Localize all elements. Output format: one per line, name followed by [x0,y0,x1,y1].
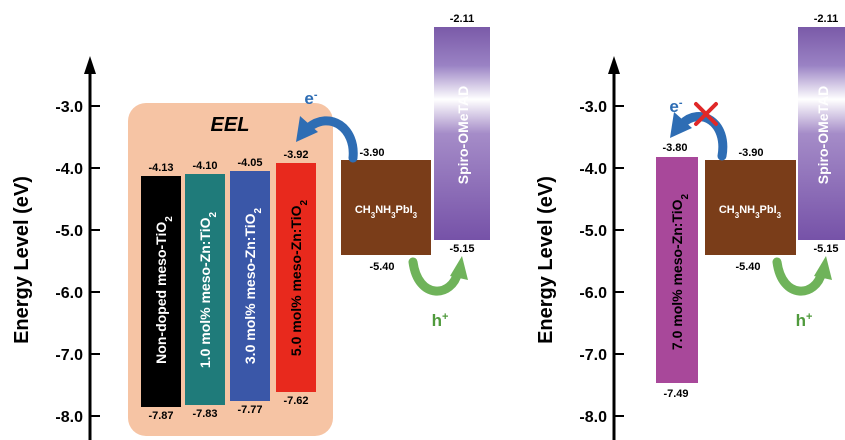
layer-bar-7mol [656,157,698,383]
perovskite-bar [705,160,796,255]
layer-label-5mol: 5.0 mol% meso-Zn:TiO2 [288,199,310,356]
right-axis-arrowhead [608,56,620,74]
layer-bottom-value: -7.49 [663,388,688,400]
perovskite-top-value: -3.90 [359,147,384,159]
spiro-bar [434,27,490,240]
blocked-x-mark [694,102,718,126]
tick-label: -8.0 [579,409,607,426]
layer-bottom-value: -7.87 [148,410,173,422]
layer-bar-5mol [276,163,316,392]
tick-label: -5.0 [55,223,83,240]
layer-label-1mol: 1.0 mol% meso-Zn:TiO2 [197,211,219,368]
hole-label: h+ [796,311,813,330]
spiro-bottom-value: -5.15 [813,243,838,255]
perovskite-label: CH3NH3PbI3 [719,204,782,220]
tick-label: -6.0 [579,285,607,302]
layer-top-value: -4.13 [148,162,173,174]
layer-top-value: -4.05 [237,157,262,169]
layer-top-value: -3.80 [662,142,687,154]
perovskite-bar [341,160,431,255]
perovskite-bottom-value: -5.40 [735,261,760,273]
spiro-label: Spiro-OMeTAD [815,86,831,185]
tick-label: -4.0 [55,161,83,178]
tick-label: -5.0 [579,223,607,240]
right-y-axis: -3.0 -4.0 -5.0 -6.0 -7.0 -8.0 Energy Lev… [535,56,624,440]
hole-transfer-arrow [408,256,468,296]
spiro-bottom-value: -5.15 [449,243,474,255]
layer-top-value: -3.92 [283,149,308,161]
tick-label: -3.0 [55,99,83,116]
layer-label-7mol: 7.0 mol% meso-Zn:TiO2 [669,193,691,350]
spiro-bar [798,27,845,240]
tick-label: -6.0 [55,285,83,302]
right-panel: -3.0 -4.0 -5.0 -6.0 -7.0 -8.0 Energy Lev… [535,13,845,440]
layer-bar-3mol [230,171,270,401]
tick-label: -7.0 [579,347,607,364]
y-axis-title: Energy Level (eV) [535,176,557,344]
electron-label: e- [669,97,682,116]
perovskite-bottom-value: -5.40 [369,261,394,273]
electron-transfer-arrow [296,116,358,163]
left-y-axis: -3.0 -4.0 -5.0 -6.0 -7.0 -8.0 Energy Lev… [11,56,100,440]
perovskite-label: CH3NH3PbI3 [355,204,418,220]
left-panel: -3.0 -4.0 -5.0 -6.0 -7.0 -8.0 Energy Lev… [11,13,490,440]
layer-label-non-doped: Non-doped meso-TiO2 [153,216,175,364]
right-tick-marks [614,105,624,417]
layer-bottom-value: -7.77 [237,404,262,416]
layer-bottom-value: -7.83 [192,408,217,420]
tick-label: -7.0 [55,347,83,364]
tick-label: -3.0 [579,99,607,116]
layer-label-3mol: 3.0 mol% meso-Zn:TiO2 [242,207,264,364]
left-tick-marks [90,105,100,417]
layer-bottom-value: -7.62 [283,395,308,407]
eel-label: EEL [211,114,250,136]
left-axis-arrowhead [84,56,96,74]
spiro-label: Spiro-OMeTAD [455,86,471,185]
electron-label: e- [304,89,317,108]
layer-bar-1mol [185,174,225,405]
layer-top-value: -4.10 [192,160,217,172]
perovskite-top-value: -3.90 [738,147,763,159]
layer-bar-non-doped [141,176,181,407]
hole-label: h+ [432,311,449,330]
spiro-top-value: -2.11 [450,13,474,25]
tick-label: -8.0 [55,409,83,426]
hole-transfer-arrow [772,256,832,296]
y-axis-title: Energy Level (eV) [11,176,33,344]
tick-label: -4.0 [579,161,607,178]
spiro-top-value: -2.11 [814,13,838,25]
